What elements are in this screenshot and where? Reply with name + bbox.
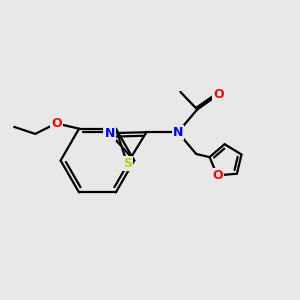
Text: S: S xyxy=(123,157,132,170)
Text: O: O xyxy=(213,88,224,101)
Text: N: N xyxy=(173,126,183,139)
Text: O: O xyxy=(51,117,62,130)
Text: N: N xyxy=(104,127,115,140)
Text: O: O xyxy=(212,169,223,182)
